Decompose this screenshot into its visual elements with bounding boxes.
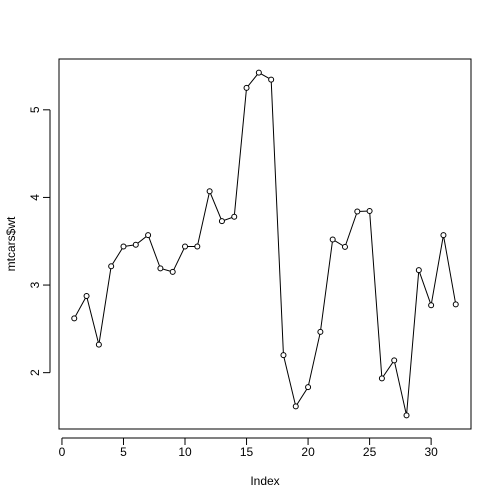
data-point bbox=[280, 352, 287, 359]
data-point bbox=[391, 357, 398, 364]
data-line bbox=[73, 72, 457, 416]
y-axis-label: mtcars$wt bbox=[4, 216, 18, 271]
data-point bbox=[132, 241, 139, 248]
y-tick-label: 2 bbox=[28, 369, 42, 376]
data-point bbox=[378, 375, 385, 382]
data-point bbox=[415, 267, 422, 274]
data-point bbox=[292, 403, 299, 410]
x-tick-label: 15 bbox=[240, 445, 254, 459]
data-point bbox=[218, 218, 225, 225]
x-tick-label: 5 bbox=[120, 445, 127, 459]
y-tick-label: 3 bbox=[28, 281, 42, 288]
data-point bbox=[354, 208, 361, 215]
data-point bbox=[95, 341, 102, 348]
data-point bbox=[206, 188, 213, 195]
x-tick-label: 0 bbox=[59, 445, 66, 459]
data-point bbox=[71, 315, 78, 322]
data-point bbox=[83, 292, 90, 299]
data-point bbox=[366, 208, 373, 215]
data-point bbox=[169, 268, 176, 275]
data-point bbox=[194, 243, 201, 250]
x-tick-label: 30 bbox=[424, 445, 438, 459]
plot-box bbox=[58, 58, 472, 430]
x-tick-label: 25 bbox=[363, 445, 377, 459]
data-point bbox=[305, 384, 312, 391]
y-tick-label: 4 bbox=[28, 194, 42, 201]
x-tick-label: 20 bbox=[301, 445, 315, 459]
data-point bbox=[428, 302, 435, 309]
data-point bbox=[440, 232, 447, 239]
data-point bbox=[231, 213, 238, 220]
data-point bbox=[145, 232, 152, 239]
data-point bbox=[341, 243, 348, 250]
data-point bbox=[108, 263, 115, 270]
data-point bbox=[317, 328, 324, 335]
data-point bbox=[182, 243, 189, 250]
x-axis-label: Index bbox=[250, 474, 279, 488]
data-point bbox=[329, 236, 336, 243]
data-point bbox=[243, 84, 250, 91]
data-point bbox=[403, 412, 410, 419]
data-point bbox=[255, 69, 262, 76]
y-tick-label: 5 bbox=[28, 106, 42, 113]
data-point bbox=[268, 76, 275, 83]
data-point bbox=[120, 243, 127, 250]
data-point bbox=[452, 301, 459, 308]
x-tick-label: 10 bbox=[178, 445, 192, 459]
data-point bbox=[157, 265, 164, 272]
